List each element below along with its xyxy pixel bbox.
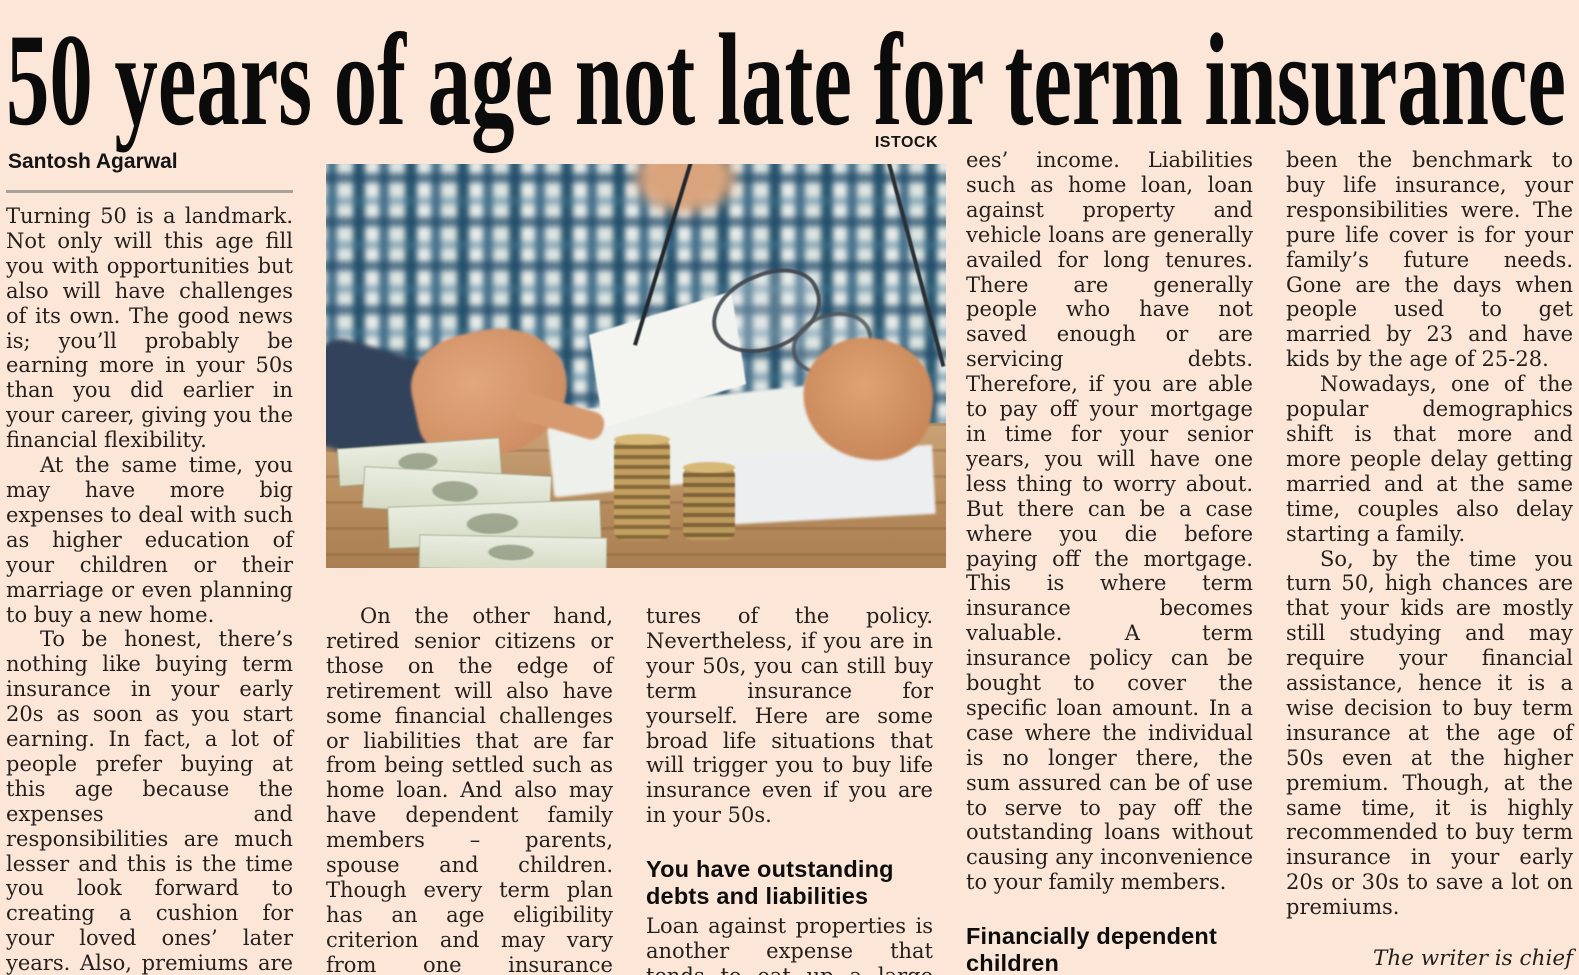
article-headline-block: 50 years of age not late for term insura… — [6, 6, 1566, 153]
paragraph: So, by the time you turn 50, high chance… — [1286, 546, 1573, 920]
paragraph: Loan against properties is another expen… — [646, 914, 933, 975]
section-subhead-dependent-children: Financially dependent children — [966, 923, 1217, 975]
paragraph: been the benchmark to buy life insurance… — [1286, 148, 1573, 372]
paragraph: Turning 50 is a landmark. Not only will … — [6, 204, 293, 453]
page-title: 50 years of age not late for term insura… — [6, 6, 1566, 153]
byline-divider — [6, 190, 293, 193]
writer-signature: The writer is chief business officer- li… — [1353, 946, 1573, 975]
paragraph: On the other hand, retired senior citize… — [326, 604, 613, 975]
photo-coin-stack-short — [682, 462, 736, 540]
section-subhead-debts-liabilities: You have outstanding debts and liabiliti… — [646, 856, 894, 910]
column-5: been the benchmark to buy life insurance… — [1286, 148, 1573, 975]
paragraph: Nowadays, one of the popular demographic… — [1286, 372, 1573, 546]
column-2: On the other hand, retired senior citize… — [326, 604, 613, 975]
column-4: ees’ income. Liabilities such as home lo… — [966, 148, 1253, 975]
column-1: Turning 50 is a landmark. Not only will … — [6, 204, 293, 975]
photo-coin-stack-tall — [614, 433, 671, 540]
paragraph: tures of the policy. Nevertheless, if yo… — [646, 604, 933, 828]
photo-credit: ISTOCK — [874, 134, 938, 151]
paragraph: At the same time, you may have more big … — [6, 453, 293, 627]
article-photo — [326, 164, 946, 568]
paragraph: To be honest, there’s nothing like buyin… — [6, 627, 293, 975]
byline: Santosh Agarwal — [8, 150, 178, 173]
column-3: tures of the policy. Nevertheless, if yo… — [646, 604, 933, 975]
photo-currency-note — [418, 534, 608, 568]
paragraph: ees’ income. Liabilities such as home lo… — [966, 148, 1253, 895]
